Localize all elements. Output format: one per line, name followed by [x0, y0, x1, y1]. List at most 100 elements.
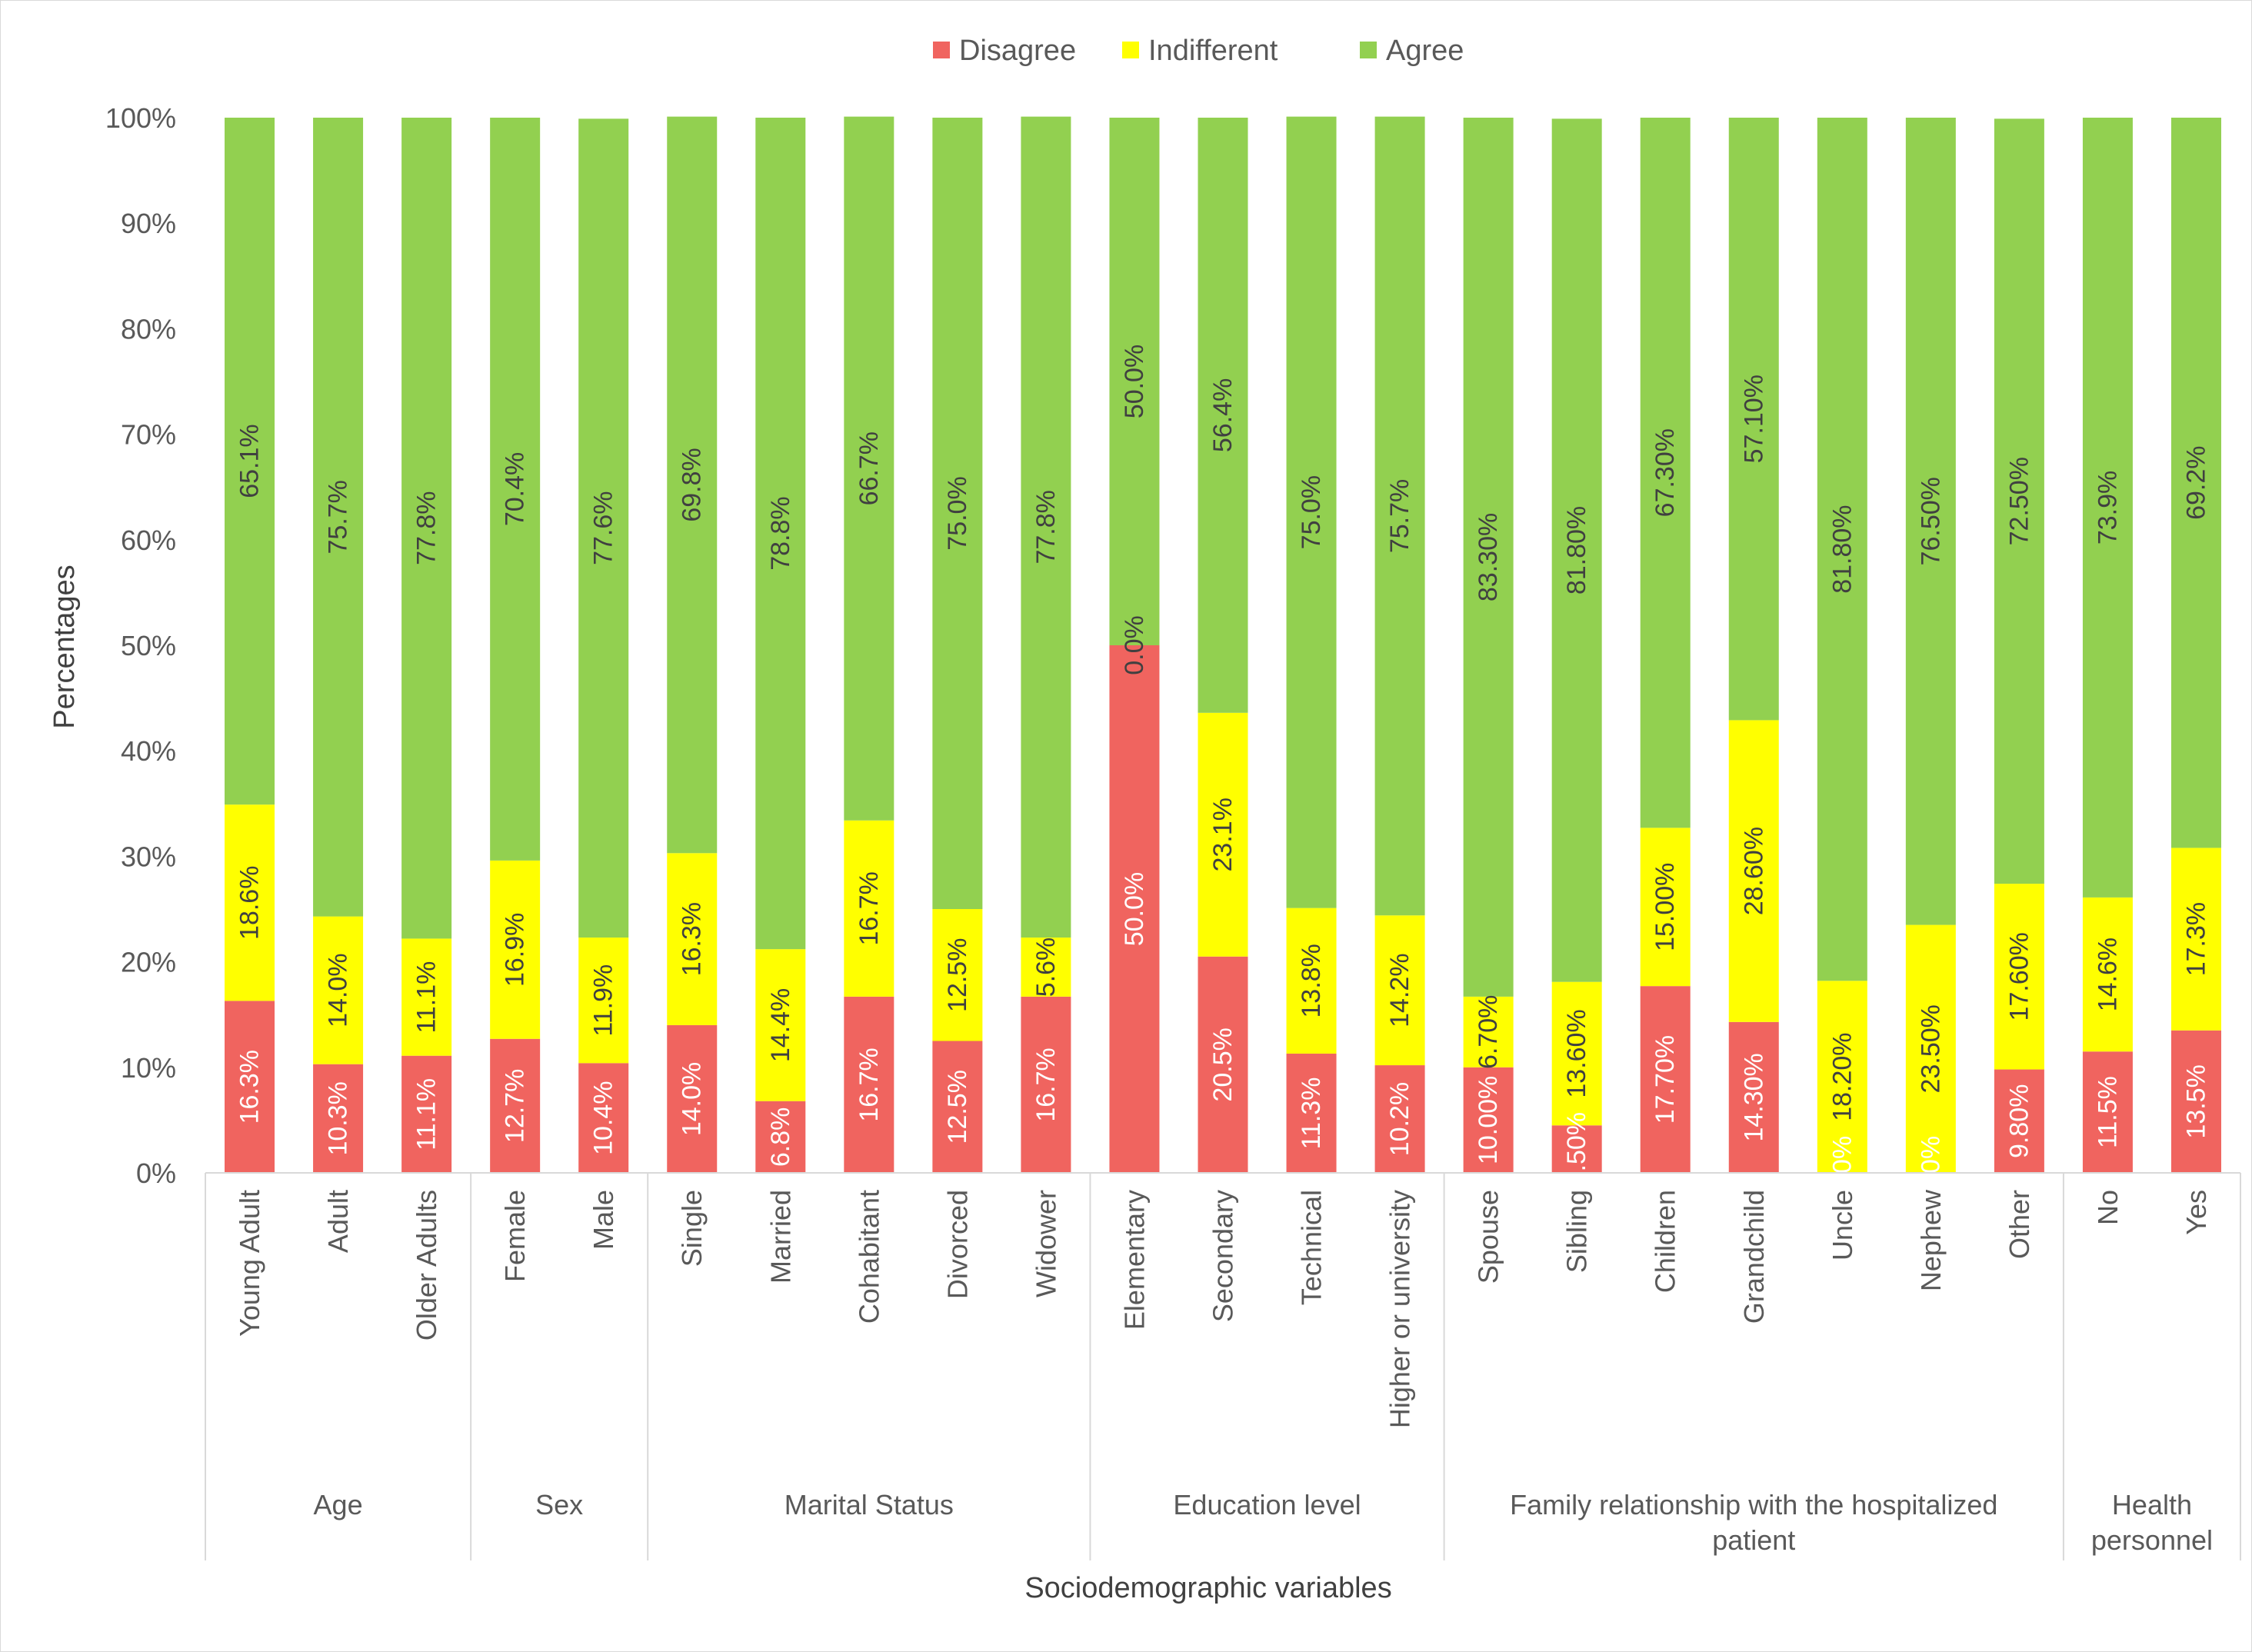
group-label-line: Health	[2112, 1489, 2192, 1520]
bar-segment-indifferent	[844, 820, 894, 997]
group-label-line: Age	[314, 1489, 363, 1520]
bar-segment-agree	[578, 118, 629, 938]
data-label-agree: 73.9%	[2093, 471, 2122, 545]
x-tick-label: Older Adults	[411, 1190, 442, 1341]
y-tick-label: 90%	[121, 208, 176, 239]
data-label-indifferent: 6.70%	[1474, 995, 1503, 1069]
x-tick-label: Nephew	[1915, 1189, 1947, 1291]
group-label-line: Sex	[535, 1489, 583, 1520]
data-label-indifferent: 17.3%	[2181, 902, 2210, 976]
y-tick-label: 70%	[121, 419, 176, 451]
data-label-indifferent: 17.60%	[2004, 932, 2034, 1021]
data-label-indifferent: 16.7%	[854, 871, 884, 945]
bar-segment-agree	[1198, 118, 1248, 713]
bar-segment-disagree	[1021, 996, 1071, 1173]
group-label: Education level	[1173, 1489, 1361, 1520]
bar-segment-indifferent	[313, 916, 364, 1064]
data-label-indifferent: 14.0%	[324, 953, 353, 1027]
bar-segment-disagree	[225, 1001, 275, 1173]
bar-segment-disagree	[667, 1024, 718, 1173]
x-tick-label: Uncle	[1827, 1190, 1858, 1261]
y-tick-label: 100%	[105, 102, 176, 134]
bar-segment-indifferent	[1286, 908, 1337, 1054]
x-tick-label: Elementary	[1118, 1190, 1150, 1330]
group-label: Family relationship with the hospitalize…	[1510, 1489, 1997, 1556]
data-label-indifferent: 14.2%	[1385, 953, 1414, 1027]
legend-swatch-indifferent	[1122, 42, 1139, 58]
data-label-indifferent: 18.6%	[235, 866, 265, 940]
bar-segment-indifferent	[225, 804, 275, 1001]
bar-segment-agree	[313, 118, 364, 917]
bar-segment-disagree	[1640, 986, 1691, 1173]
data-label-disagree: 14.0%	[678, 1062, 707, 1136]
data-label-disagree: 10.00%	[1474, 1076, 1503, 1164]
x-tick-label: Secondary	[1208, 1190, 1239, 1322]
bar-segment-agree	[1463, 118, 1514, 997]
y-tick-label: 80%	[121, 313, 176, 345]
data-label-agree: 69.8%	[678, 448, 707, 521]
data-label-indifferent: 11.9%	[589, 964, 618, 1037]
data-label-indifferent: 14.6%	[2093, 938, 2122, 1011]
bar-segment-indifferent	[932, 909, 983, 1041]
y-tick-label: 0%	[136, 1157, 176, 1189]
bar-segment-agree	[667, 116, 718, 854]
x-tick-label: Grandchild	[1738, 1190, 1770, 1324]
bar-segment-indifferent	[755, 949, 806, 1101]
x-axis-title: Sociodemographic variables	[1024, 1572, 1391, 1604]
bar-segment-indifferent	[401, 938, 452, 1056]
bars	[225, 116, 2221, 1173]
data-label-disagree: 17.70%	[1651, 1035, 1680, 1124]
x-tick-label: Divorced	[941, 1190, 973, 1299]
group-label-line: Family relationship with the hospitalize…	[1510, 1489, 1997, 1520]
bar-segment-agree	[932, 118, 983, 909]
data-label-agree: 56.4%	[1208, 378, 1238, 452]
y-tick-label: 20%	[121, 947, 176, 978]
data-label-disagree: 20.5%	[1208, 1028, 1238, 1101]
bar-segment-indifferent	[1994, 884, 2044, 1070]
bar-segment-disagree	[1374, 1065, 1425, 1173]
data-label-agree: 75.7%	[1385, 479, 1414, 553]
bar-labels: 16.3% 18.6% 65.1% 10.3% 14.0% 75.7% 11.1% 11.1%…	[235, 345, 2211, 1210]
bar-segment-agree	[2170, 118, 2221, 848]
data-label-agree: 83.30%	[1474, 513, 1503, 601]
x-axis: Young Adult Adult Older Adults Female Male Si…	[205, 1172, 2241, 1560]
data-label-indifferent: 0.0%	[1120, 615, 1149, 675]
bar-segment-disagree	[1551, 1125, 1602, 1173]
data-label-agree: 67.30%	[1651, 428, 1680, 517]
y-tick-label: 30%	[121, 841, 176, 872]
data-label-disagree: 13.5%	[2181, 1064, 2210, 1138]
data-label-agree: 57.10%	[1739, 375, 1768, 463]
data-label-agree: 66.7%	[854, 431, 884, 505]
data-label-disagree: 50.0%	[1120, 872, 1149, 946]
x-tick-label: Yes	[2180, 1190, 2212, 1235]
bar-segment-disagree	[2170, 1030, 2221, 1173]
data-label-disagree: 12.5%	[943, 1070, 972, 1144]
x-tick-label: Married	[765, 1190, 796, 1284]
group-label: Health personnel	[2091, 1489, 2213, 1556]
data-label-disagree: 9.80%	[2004, 1084, 2034, 1158]
bar-segment-indifferent	[1021, 938, 1071, 997]
data-label-disagree: 6.8%	[766, 1107, 795, 1167]
x-tick-label: Female	[499, 1190, 531, 1282]
legend: Disagree Indifferent Agree	[933, 35, 1464, 67]
y-tick-label: 60%	[121, 525, 176, 556]
x-tick-label: Young Adult	[234, 1190, 265, 1337]
bar-segment-disagree	[401, 1055, 452, 1173]
data-label-disagree: 10.3%	[324, 1081, 353, 1155]
bar-segment-agree	[1994, 118, 2044, 884]
data-label-disagree: 16.3%	[235, 1050, 265, 1124]
bar-segment-agree	[1817, 118, 1867, 981]
bar-segment-disagree	[932, 1041, 983, 1173]
bar-segment-indifferent	[578, 938, 629, 1064]
data-label-indifferent: 5.6%	[1031, 938, 1061, 998]
bar-segment-disagree	[578, 1063, 629, 1173]
y-tick-label: 10%	[121, 1052, 176, 1084]
group-label-line: personnel	[2091, 1524, 2213, 1556]
data-label-agree: 77.8%	[1031, 490, 1061, 564]
data-label-agree: 81.80%	[1827, 505, 1857, 593]
data-label-disagree: 4.50%	[1562, 1112, 1591, 1186]
bar-segment-disagree	[1109, 645, 1160, 1173]
bar-segment-agree	[401, 118, 452, 939]
bar-segment-indifferent	[1198, 712, 1248, 957]
